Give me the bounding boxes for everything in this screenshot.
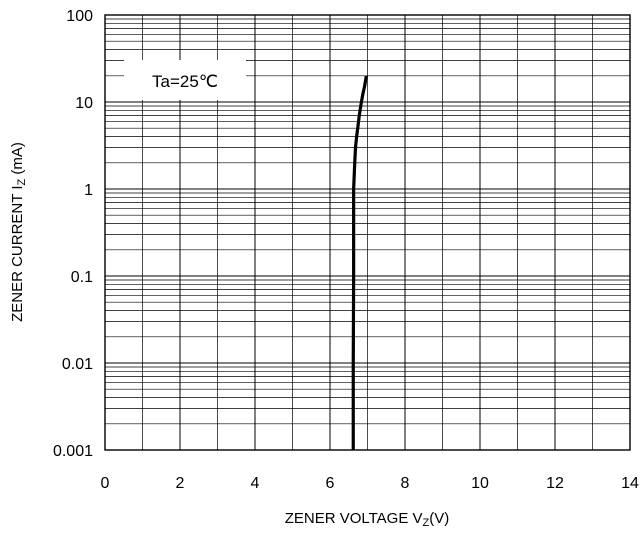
- x-axis-title: ZENER VOLTAGE VZ(V): [285, 510, 450, 529]
- annotation-box: Ta=25℃: [124, 60, 246, 100]
- y-axis-title-unit: (mA): [9, 142, 26, 179]
- x-tick-label: 6: [326, 475, 335, 492]
- x-axis-title-subscript: Z: [423, 517, 430, 529]
- y-tick-label: 0.001: [53, 443, 93, 460]
- x-tick-labels: 0 2 4 6 8 10 12 14: [101, 475, 639, 492]
- x-tick-label: 0: [101, 475, 110, 492]
- x-tick-label: 10: [471, 475, 489, 492]
- x-tick-label: 4: [251, 475, 260, 492]
- y-tick-label: 0.1: [71, 269, 93, 286]
- x-tick-label: 2: [176, 475, 185, 492]
- x-axis-title-main: ZENER VOLTAGE V: [285, 510, 423, 527]
- x-tick-label: 8: [401, 475, 410, 492]
- y-axis-title-main: ZENER CURRENT I: [9, 186, 26, 322]
- annotation-background: [124, 60, 246, 100]
- y-tick-labels: 0.001 0.01 0.1 1 10 100: [53, 8, 93, 460]
- series-line: [351, 75, 368, 450]
- x-axis-title-unit: (V): [429, 510, 449, 527]
- x-tick-label: 14: [621, 475, 639, 492]
- y-axis-title-subscript: Z: [16, 179, 28, 186]
- y-tick-label: 1: [84, 182, 93, 199]
- series-layer: [351, 75, 368, 450]
- plot-frame: [104, 14, 631, 451]
- x-tick-label: 12: [546, 475, 564, 492]
- y-axis-title: ZENER CURRENT IZ (mA): [9, 142, 28, 322]
- y-tick-label: 10: [75, 95, 93, 112]
- y-tick-label: 0.01: [62, 356, 93, 373]
- minor-gridlines: [105, 15, 630, 450]
- annotation-label: Ta=25℃: [152, 72, 218, 91]
- y-tick-label: 100: [66, 8, 93, 25]
